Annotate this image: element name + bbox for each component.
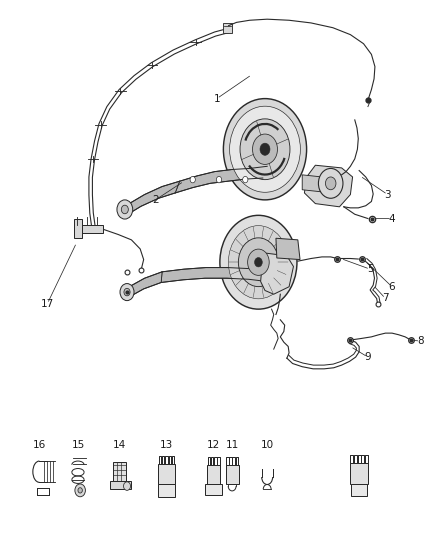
Circle shape — [247, 249, 269, 276]
Circle shape — [254, 257, 262, 267]
Text: 11: 11 — [226, 440, 239, 450]
Circle shape — [75, 484, 85, 497]
Polygon shape — [351, 484, 367, 496]
Circle shape — [117, 200, 133, 219]
Polygon shape — [207, 465, 220, 484]
Circle shape — [124, 288, 130, 296]
Circle shape — [223, 99, 307, 200]
Circle shape — [121, 205, 128, 214]
Text: 5: 5 — [367, 264, 374, 274]
Polygon shape — [113, 462, 126, 481]
Text: 10: 10 — [261, 440, 274, 450]
Text: 14: 14 — [113, 440, 126, 450]
Text: 12: 12 — [207, 440, 220, 450]
Circle shape — [318, 168, 343, 198]
Circle shape — [238, 238, 279, 287]
Circle shape — [124, 482, 131, 490]
Polygon shape — [158, 484, 175, 497]
Circle shape — [78, 488, 82, 493]
Text: 1: 1 — [213, 94, 220, 103]
Polygon shape — [304, 165, 353, 207]
Circle shape — [220, 215, 297, 309]
Polygon shape — [261, 253, 293, 294]
Polygon shape — [79, 225, 103, 233]
Text: 13: 13 — [160, 440, 173, 450]
Polygon shape — [110, 481, 131, 489]
Circle shape — [243, 176, 248, 183]
Polygon shape — [158, 464, 175, 484]
Text: 7: 7 — [382, 294, 389, 303]
Circle shape — [252, 134, 278, 164]
Text: 3: 3 — [384, 190, 391, 199]
Circle shape — [228, 225, 289, 299]
Text: 17: 17 — [41, 299, 54, 309]
Text: 9: 9 — [364, 352, 371, 362]
Polygon shape — [223, 23, 232, 33]
Polygon shape — [175, 166, 267, 193]
Polygon shape — [205, 484, 222, 495]
Polygon shape — [126, 181, 180, 215]
Polygon shape — [74, 219, 82, 238]
Text: 6: 6 — [389, 282, 396, 292]
Text: 4: 4 — [389, 214, 396, 223]
Circle shape — [240, 119, 290, 180]
Polygon shape — [302, 175, 322, 192]
Text: 15: 15 — [71, 440, 85, 450]
Circle shape — [260, 143, 270, 155]
Circle shape — [120, 284, 134, 301]
Text: 16: 16 — [33, 440, 46, 450]
Polygon shape — [128, 272, 162, 297]
Polygon shape — [161, 268, 267, 282]
Circle shape — [216, 176, 222, 183]
Circle shape — [325, 177, 336, 190]
Text: 2: 2 — [152, 195, 159, 205]
Polygon shape — [226, 465, 239, 484]
Polygon shape — [276, 238, 300, 260]
Circle shape — [190, 176, 195, 183]
Polygon shape — [350, 463, 368, 484]
Circle shape — [230, 106, 300, 192]
Text: 8: 8 — [417, 336, 424, 346]
